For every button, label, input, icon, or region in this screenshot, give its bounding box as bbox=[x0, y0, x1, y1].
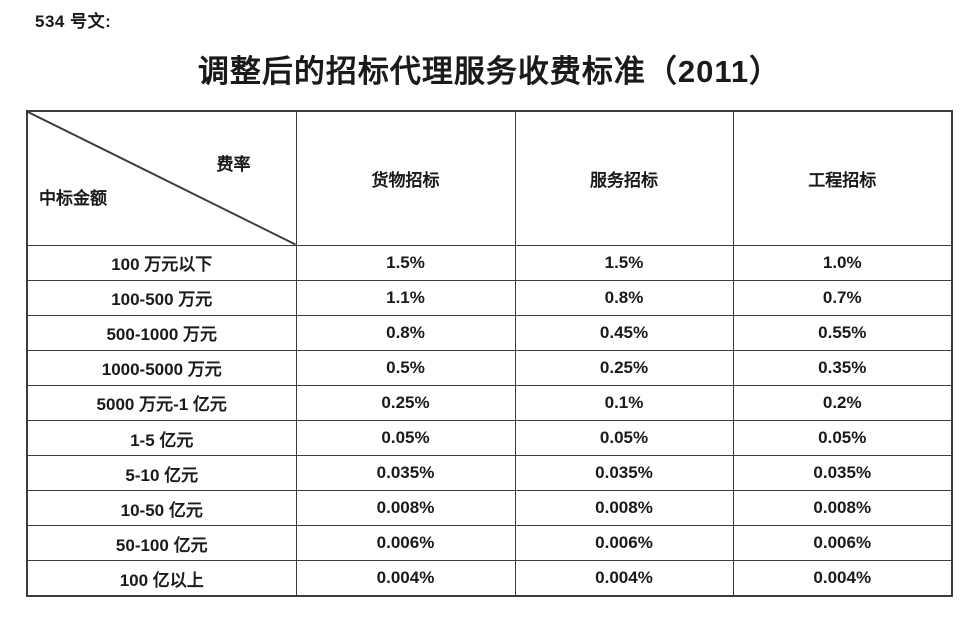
table-row: 100-500 万元 1.1% 0.8% 0.7% bbox=[26, 279, 953, 316]
fee-table: 费率 中标金额 货物招标 服务招标 工程招标 100 万元以下 1.5% 1.5… bbox=[26, 110, 953, 597]
works-rate-cell: 0.004% bbox=[732, 560, 953, 597]
goods-rate-cell: 0.5% bbox=[295, 349, 516, 386]
goods-rate-cell: 0.25% bbox=[295, 384, 516, 421]
table-row: 50-100 亿元 0.006% 0.006% 0.006% bbox=[26, 525, 953, 562]
services-rate-cell: 0.8% bbox=[514, 279, 734, 316]
column-header-goods-bidding: 货物招标 bbox=[295, 110, 516, 246]
goods-rate-cell: 0.006% bbox=[295, 525, 516, 562]
services-rate-cell: 0.006% bbox=[514, 525, 734, 562]
table-row: 5000 万元-1 亿元 0.25% 0.1% 0.2% bbox=[26, 384, 953, 421]
table-body: 100 万元以下 1.5% 1.5% 1.0% 100-500 万元 1.1% … bbox=[26, 244, 953, 597]
row-label-cell: 1000-5000 万元 bbox=[26, 349, 297, 386]
row-label-cell: 100 万元以下 bbox=[26, 244, 297, 281]
services-rate-cell: 0.25% bbox=[514, 349, 734, 386]
services-rate-cell: 1.5% bbox=[514, 244, 734, 281]
table-row: 100 万元以下 1.5% 1.5% 1.0% bbox=[26, 244, 953, 281]
table-row: 500-1000 万元 0.8% 0.45% 0.55% bbox=[26, 314, 953, 351]
page-title: 调整后的招标代理服务收费标准（2011） bbox=[197, 54, 782, 89]
services-rate-cell: 0.45% bbox=[514, 314, 734, 351]
row-label-cell: 500-1000 万元 bbox=[26, 314, 297, 351]
table-row: 1000-5000 万元 0.5% 0.25% 0.35% bbox=[26, 349, 953, 386]
goods-rate-cell: 0.008% bbox=[295, 490, 516, 527]
table-row: 1-5 亿元 0.05% 0.05% 0.05% bbox=[26, 419, 953, 457]
column-header-services-bidding: 服务招标 bbox=[514, 110, 734, 246]
goods-rate-cell: 0.004% bbox=[295, 560, 516, 597]
row-label-cell: 1-5 亿元 bbox=[26, 419, 297, 457]
goods-rate-cell: 0.8% bbox=[295, 314, 516, 351]
row-label-cell: 100 亿以上 bbox=[26, 560, 297, 597]
doc-number-label: 534 号文: bbox=[35, 12, 112, 31]
corner-label-rate: 费率 bbox=[216, 155, 251, 174]
table-header-row: 费率 中标金额 货物招标 服务招标 工程招标 bbox=[26, 110, 953, 246]
row-label-cell: 50-100 亿元 bbox=[26, 525, 297, 562]
diagonal-divider-line bbox=[28, 112, 295, 244]
works-rate-cell: 0.55% bbox=[732, 314, 953, 351]
services-rate-cell: 0.1% bbox=[514, 384, 734, 421]
goods-rate-cell: 1.1% bbox=[295, 279, 516, 316]
works-rate-cell: 0.008% bbox=[732, 490, 953, 527]
corner-header-cell: 费率 中标金额 bbox=[26, 110, 297, 246]
row-label-cell: 5-10 亿元 bbox=[26, 455, 297, 492]
goods-rate-cell: 0.035% bbox=[295, 455, 516, 492]
works-rate-cell: 0.035% bbox=[732, 455, 953, 492]
services-rate-cell: 0.05% bbox=[514, 419, 734, 457]
column-header-works-bidding: 工程招标 bbox=[732, 110, 953, 246]
works-rate-cell: 0.2% bbox=[732, 384, 953, 421]
table-row: 10-50 亿元 0.008% 0.008% 0.008% bbox=[26, 490, 953, 527]
goods-rate-cell: 0.05% bbox=[295, 419, 516, 457]
row-label-cell: 10-50 亿元 bbox=[26, 490, 297, 527]
goods-rate-cell: 1.5% bbox=[295, 244, 516, 281]
services-rate-cell: 0.004% bbox=[514, 560, 734, 597]
works-rate-cell: 0.05% bbox=[732, 419, 953, 457]
works-rate-cell: 0.7% bbox=[732, 279, 953, 316]
table-row: 5-10 亿元 0.035% 0.035% 0.035% bbox=[26, 455, 953, 492]
works-rate-cell: 1.0% bbox=[732, 244, 953, 281]
services-rate-cell: 0.035% bbox=[514, 455, 734, 492]
services-rate-cell: 0.008% bbox=[514, 490, 734, 527]
row-label-cell: 5000 万元-1 亿元 bbox=[26, 384, 297, 421]
works-rate-cell: 0.006% bbox=[732, 525, 953, 562]
table-row: 100 亿以上 0.004% 0.004% 0.004% bbox=[26, 560, 953, 597]
row-label-cell: 100-500 万元 bbox=[26, 279, 297, 316]
works-rate-cell: 0.35% bbox=[732, 349, 953, 386]
corner-label-bid-amount: 中标金额 bbox=[39, 188, 107, 208]
